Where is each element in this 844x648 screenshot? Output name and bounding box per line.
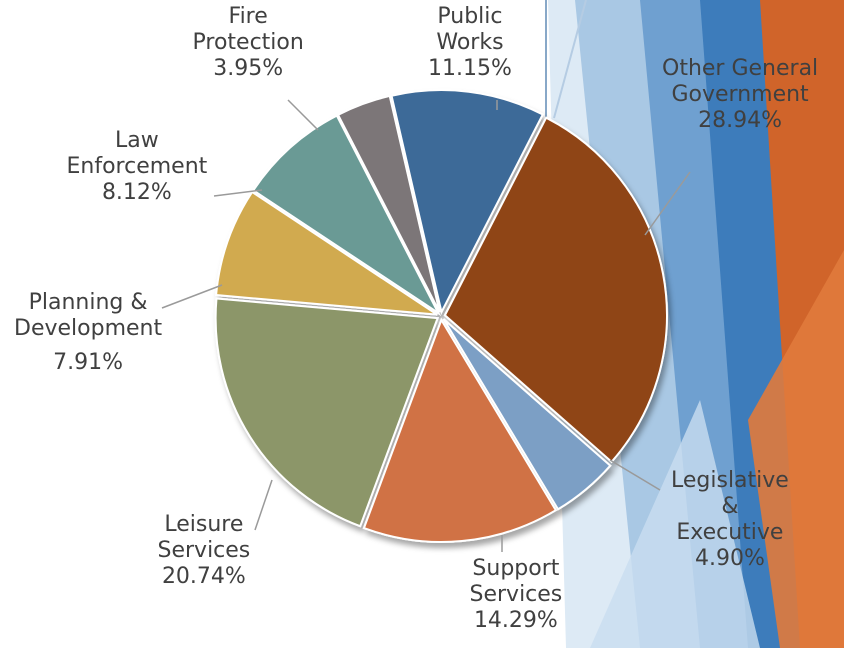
data-label-name-line: Protection — [192, 30, 304, 55]
data-label-value: 11.15% — [428, 56, 512, 81]
data-label-value: 7.91% — [53, 350, 123, 375]
data-label-name-line: Legislative — [671, 468, 789, 493]
data-label-name-line: Services — [157, 538, 251, 563]
data-label-value: 8.12% — [101, 180, 172, 205]
data-label-name-line: Public — [437, 4, 503, 29]
pie-slice-leisure-services — [214, 297, 440, 528]
data-label-name-line: Government — [671, 82, 809, 107]
data-label-leisure-services: Leisure Services 20.74% — [158, 512, 251, 590]
leader-line-planning-and-development — [161, 284, 223, 309]
data-label-name-line: Works — [436, 30, 504, 55]
leader-line-leisure-services — [254, 479, 273, 531]
leader-lines — [161, 99, 691, 552]
data-label-name-line: Planning & — [28, 290, 148, 315]
data-label-support-services: Support Services 14.29% — [470, 556, 563, 634]
data-label-name-line: Fire — [228, 4, 268, 29]
leader-line-other-general-government — [644, 171, 691, 236]
leader-line-law-enforcement — [213, 189, 263, 197]
data-label-legislative-and-executive: Legislative & Executive 4.90% — [671, 468, 789, 572]
data-label-value: 20.74% — [161, 564, 246, 589]
data-label-value: 3.95% — [213, 56, 284, 81]
data-label-name-line: Other General — [662, 56, 819, 81]
data-label-name-line: Services — [469, 582, 563, 607]
data-label-name-line: Leisure — [164, 512, 244, 537]
data-label-name-line: Executive — [676, 520, 784, 545]
data-label-value: 4.90% — [694, 546, 765, 571]
pie-slice-support-services — [362, 317, 558, 543]
data-label-value: 28.94% — [698, 108, 783, 133]
data-label-name-line: Development — [14, 316, 163, 341]
pie-slice-law-enforcement — [251, 114, 441, 316]
pie-slice-other-general-government — [443, 116, 668, 464]
pie-slice-planning-and-development — [215, 190, 438, 316]
leader-line-fire-protection — [287, 99, 319, 131]
pie-slice-public-works — [390, 89, 545, 315]
pie-slice-fire-protection — [336, 94, 441, 313]
data-label-name-line: Law — [115, 128, 159, 153]
leader-line-legislative-and-executive — [609, 459, 661, 491]
data-label-public-works: Public Works 11.15% — [428, 4, 512, 82]
data-label-value: 14.29% — [473, 608, 558, 633]
data-label-other-general-government: Other General Government 28.94% — [662, 56, 818, 134]
data-label-name-line: Enforcement — [66, 154, 208, 179]
data-label-law-enforcement: Law Enforcement 8.12% — [67, 128, 208, 206]
pie-slice-legislative-and-executive — [442, 318, 612, 511]
data-label-name-line: & — [721, 494, 739, 519]
pie — [214, 89, 668, 543]
data-label-planning-and-development: Planning & Development 7.91% — [14, 290, 162, 376]
data-label-fire-protection: Fire Protection 3.95% — [193, 4, 304, 82]
data-label-name-line: Support — [472, 556, 560, 581]
background-decoration — [545, 0, 844, 648]
